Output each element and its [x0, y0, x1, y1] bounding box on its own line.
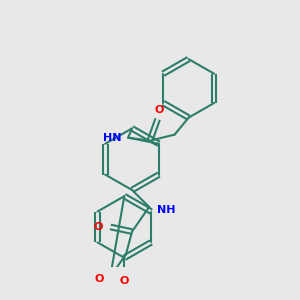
Text: O: O — [120, 276, 129, 286]
Text: HN: HN — [103, 133, 122, 142]
Text: NH: NH — [157, 205, 176, 215]
Text: O: O — [95, 274, 104, 284]
Text: O: O — [154, 104, 164, 115]
Text: O: O — [93, 222, 103, 232]
